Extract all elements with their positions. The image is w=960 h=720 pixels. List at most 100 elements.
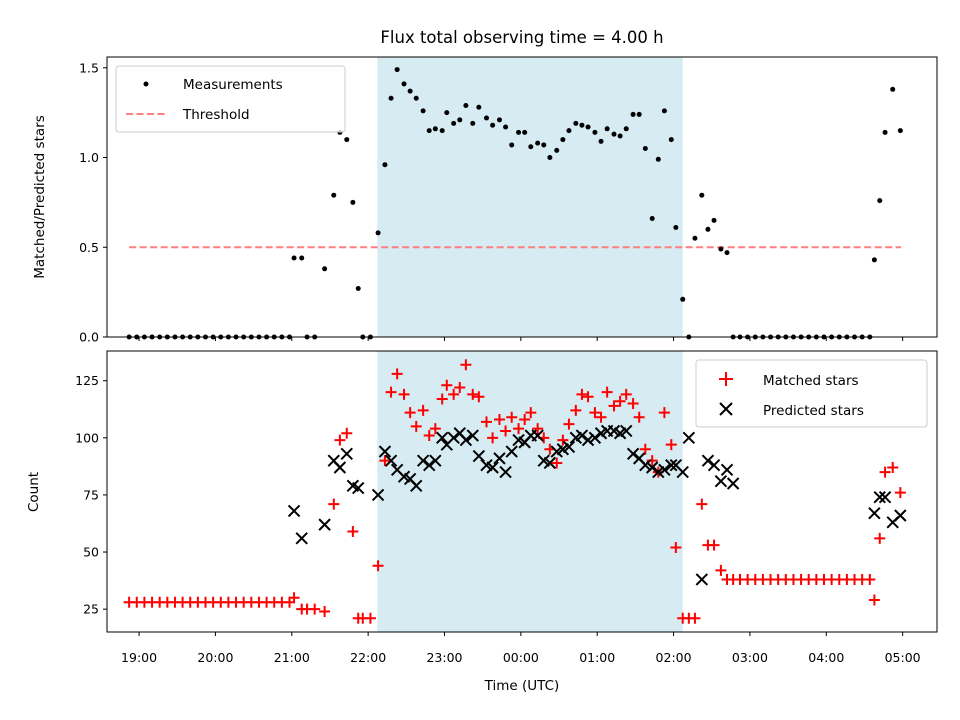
measurement-point [877, 198, 883, 204]
measurement-point [642, 146, 648, 152]
measurement-point [566, 128, 572, 134]
measurement-point [897, 128, 903, 134]
predicted-star-point [486, 461, 499, 474]
x-tick-label: 04:00 [808, 650, 844, 665]
legend-measurements-marker [143, 81, 149, 87]
measurement-point [541, 142, 547, 148]
matched-star-point [441, 379, 453, 391]
matched-star-point [532, 423, 544, 435]
matched-stars-points [123, 359, 906, 624]
measurement-point [407, 88, 413, 94]
predicted-star-point [873, 491, 886, 504]
top-observing-interval-shading [377, 57, 683, 337]
matched-star-point [715, 564, 727, 576]
matched-star-point [658, 407, 670, 419]
matched-star-point [608, 400, 620, 412]
bottom-x-ticks: 19:00 20:00 21:00 22:00 23:00 00:00 01:00 02:00… [121, 632, 921, 665]
measurement-point [724, 250, 730, 256]
top-y-tick-label: 1.5 [79, 60, 99, 75]
predicted-star-point [295, 532, 308, 545]
bottom-y-tick-label: 50 [83, 545, 99, 560]
matched-star-point [493, 414, 505, 426]
matched-star-point [473, 391, 485, 403]
measurement-point [655, 156, 661, 162]
measurement-point [322, 266, 328, 272]
predicted-star-point [472, 449, 486, 463]
predicted-star-point [695, 573, 709, 586]
matched-star-point [864, 573, 876, 585]
measurement-point [439, 128, 445, 134]
measurement-point [382, 162, 388, 168]
predicted-star-point [701, 454, 715, 467]
matched-star-point [576, 388, 588, 400]
predicted-star-point [707, 459, 721, 472]
bottom-y-tick-label: 100 [75, 430, 99, 445]
top-axes-frame [106, 56, 938, 338]
measurement-point [598, 138, 604, 144]
measurement-point [344, 137, 350, 143]
measurement-point [630, 111, 636, 117]
measurement-point [331, 192, 337, 198]
predicted-star-point [868, 506, 881, 520]
matched-star-point [500, 425, 512, 437]
matched-star-point [639, 443, 651, 455]
measurement-point [451, 120, 457, 126]
matched-star-point [379, 455, 391, 467]
measurement-point [463, 102, 469, 108]
predicted-star-point [543, 456, 557, 470]
measurement-point [476, 104, 482, 110]
x-tick-label: 19:00 [121, 650, 157, 665]
matched-star-point [309, 603, 321, 615]
matched-star-point [620, 388, 632, 400]
matched-star-point [328, 498, 340, 510]
predicted-star-point [665, 459, 678, 472]
predicted-star-point [423, 459, 436, 472]
predicted-star-point [416, 454, 430, 467]
matched-star-point [551, 457, 563, 469]
predicted-star-point [371, 488, 385, 502]
top-panel: 0.0 0.5 1.0 1.5 Flux total observing time =… [32, 28, 938, 345]
bottom-y-tick-label: 125 [75, 373, 99, 388]
matched-star-point [887, 462, 899, 474]
measurement-point [375, 230, 381, 236]
x-axis-label: Time (UTC) [484, 678, 560, 694]
matched-star-point [429, 423, 441, 435]
top-y-axis-label: Matched/Predicted stars [32, 115, 48, 278]
predicted-star-point [505, 445, 518, 458]
measurement-point [692, 235, 698, 241]
matched-star-point [364, 612, 376, 624]
legend-measurements-label: Measurements [183, 77, 283, 93]
matched-star-point [410, 420, 422, 432]
measurement-point [636, 111, 642, 117]
legend-predicted-marker [719, 402, 733, 416]
measurement-point [516, 129, 522, 135]
matched-star-point [436, 393, 448, 405]
legend-predicted-label: Predicted stars [763, 403, 864, 419]
measurement-point [457, 117, 463, 123]
predicted-star-point [626, 447, 640, 461]
matched-star-point [460, 359, 472, 371]
matched-star-point [519, 414, 531, 426]
matched-star-point [894, 487, 906, 499]
predicted-star-point [639, 459, 652, 472]
matched-star-point [614, 395, 626, 407]
measurement-point [420, 108, 426, 114]
legend-matched-marker [719, 372, 733, 386]
measurement-points [126, 67, 903, 340]
measurement-point [350, 199, 356, 205]
predicted-star-point [493, 452, 506, 465]
measurement-point [291, 255, 297, 261]
measurement-point [673, 225, 679, 231]
bottom-y-tick-label: 75 [83, 487, 99, 502]
measurement-point [496, 117, 502, 123]
predicted-star-point [878, 491, 892, 504]
bottom-legend-box [695, 359, 928, 428]
measurement-point [490, 122, 496, 128]
measurement-point [444, 110, 450, 116]
measurement-point [668, 137, 674, 143]
predicted-star-point [459, 433, 473, 447]
bottom-y-ticks: 25 50 75 100 125 [75, 373, 107, 617]
legend-threshold-label: Threshold [182, 107, 250, 123]
measurement-point [617, 133, 623, 139]
